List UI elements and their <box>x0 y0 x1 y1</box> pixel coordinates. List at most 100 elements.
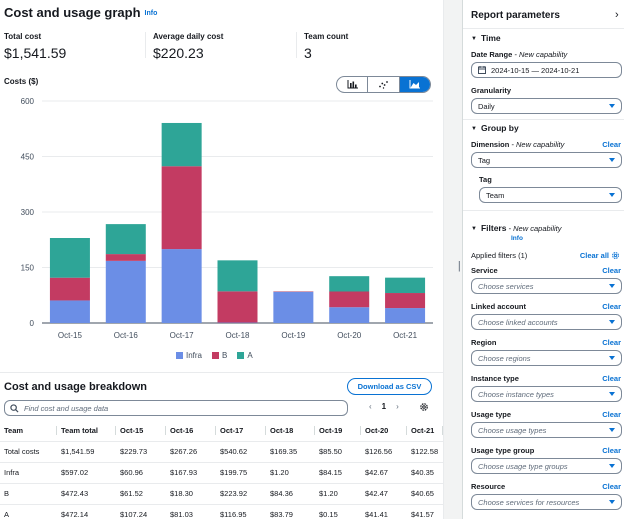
next-page-icon[interactable]: › <box>396 402 399 411</box>
column-header[interactable]: Team <box>0 420 57 442</box>
dimension-select[interactable]: Tag <box>471 152 622 168</box>
section-filters[interactable]: ▼ Filters - New capability <box>471 223 562 233</box>
dropdown-caret-icon <box>609 104 615 108</box>
legend-swatch <box>176 352 183 359</box>
filter-clear-service[interactable]: Clear <box>602 266 621 275</box>
bar-segment-a[interactable] <box>217 260 258 292</box>
search-input[interactable]: Find cost and usage data <box>4 400 348 416</box>
filter-clear-region[interactable]: Clear <box>602 338 621 347</box>
bar-segment-a[interactable] <box>105 224 146 255</box>
bar-segment-b[interactable] <box>385 293 426 309</box>
table-cell: $1.20 <box>266 462 315 484</box>
column-header[interactable]: Oct-18 <box>266 420 315 442</box>
y-tick-label: 450 <box>21 153 35 162</box>
dropdown-caret-icon <box>609 356 615 360</box>
tag-select[interactable]: Team <box>479 187 622 203</box>
column-header[interactable]: Oct-15 <box>116 420 166 442</box>
panel-gutter <box>443 0 455 519</box>
granularity-select[interactable]: Daily <box>471 98 622 114</box>
download-csv-button[interactable]: Download as CSV <box>347 378 432 395</box>
bar-segment-b[interactable] <box>329 291 370 308</box>
stacked-chart-icon[interactable] <box>399 77 430 92</box>
date-range-value: 2024-10-15 — 2024-10-21 <box>491 65 580 75</box>
legend-item-a[interactable]: A <box>237 351 253 360</box>
column-header[interactable]: Team total <box>57 420 116 442</box>
filter-select-instance-type[interactable]: Choose instance types <box>471 386 622 402</box>
report-parameters-panel: Report parameters › ▼ Time Date Range - N… <box>462 0 624 519</box>
bar-segment-b[interactable] <box>105 254 146 261</box>
bar-segment-infra[interactable] <box>49 300 90 323</box>
column-header[interactable]: Oct-20 <box>361 420 407 442</box>
gear-icon[interactable] <box>419 402 429 412</box>
table-cell: $84.15 <box>315 462 361 484</box>
filter-clear-instance-type[interactable]: Clear <box>602 374 621 383</box>
column-header[interactable]: Oct-17 <box>216 420 266 442</box>
filter-select-usage-type-group[interactable]: Choose usage type groups <box>471 458 622 474</box>
line-chart-icon[interactable] <box>368 77 400 92</box>
x-tick-label: Oct-20 <box>337 331 362 340</box>
bar-segment-a[interactable] <box>49 238 90 278</box>
bar-segment-infra[interactable] <box>105 260 146 323</box>
bar-segment-infra[interactable] <box>161 249 202 323</box>
filter-clear-linked-account[interactable]: Clear <box>602 302 621 311</box>
table-row: B $472.43 $61.52 $18.30 $223.92 $84.36 $… <box>0 483 443 505</box>
legend-label: B <box>222 351 228 360</box>
search-icon <box>10 403 19 413</box>
section-group-by[interactable]: ▼ Group by <box>471 123 519 133</box>
bar-chart-icon[interactable] <box>337 77 369 92</box>
bar-segment-b[interactable] <box>161 166 202 250</box>
legend-item-infra[interactable]: Infra <box>176 351 202 360</box>
legend-label: Infra <box>186 351 203 360</box>
dropdown-caret-icon <box>609 193 615 197</box>
table-cell: $267.26 <box>166 441 216 463</box>
filter-clear-resource[interactable]: Clear <box>602 482 621 491</box>
table-cell: $116.95 <box>216 504 266 519</box>
column-header[interactable]: Oct-21 <box>407 420 443 442</box>
filter-clear-usage-type[interactable]: Clear <box>602 410 621 419</box>
table-cell: $472.14 <box>57 504 116 519</box>
section-divider <box>0 372 443 373</box>
stat-value: $1,541.59 <box>4 45 67 61</box>
column-header[interactable]: Oct-19 <box>315 420 361 442</box>
bar-segment-b[interactable] <box>217 291 258 323</box>
filter-select-service[interactable]: Choose services <box>471 278 622 294</box>
current-page[interactable]: 1 <box>381 402 387 411</box>
bar-segment-b[interactable] <box>49 277 90 301</box>
filter-select-resource[interactable]: Choose services for resources <box>471 494 622 510</box>
stat-team-count: Team count 3 <box>304 32 348 61</box>
prev-page-icon[interactable]: ‹ <box>369 402 372 411</box>
x-tick-label: Oct-18 <box>225 331 250 340</box>
filters-info-link[interactable]: Info <box>511 235 523 242</box>
table-cell: $540.62 <box>216 441 266 463</box>
clear-all-link[interactable]: Clear all <box>579 251 609 260</box>
chart-type-toggle <box>336 76 431 93</box>
y-tick-label: 0 <box>30 319 35 328</box>
cost-chart: 0 150 300 450 600 Oct-15 Oct-16 Oct-17 Oct-18 Oct… <box>21 97 433 340</box>
filter-select-region[interactable]: Choose regions <box>471 350 622 366</box>
info-link[interactable]: Info <box>144 10 158 17</box>
chevron-right-icon[interactable]: › <box>615 9 619 21</box>
table-row: A $472.14 $107.24 $81.03 $116.95 $83.79 … <box>0 504 443 519</box>
bar-segment-infra[interactable] <box>273 291 314 323</box>
date-range-input[interactable]: 2024-10-15 — 2024-10-21 <box>471 62 622 78</box>
filter-select-usage-type[interactable]: Choose usage types <box>471 422 622 438</box>
panel-title: Report parameters <box>471 10 560 21</box>
bar-segment-infra[interactable] <box>329 307 370 323</box>
filter-clear-usage-type-group[interactable]: Clear <box>602 446 621 455</box>
bar-segment-a[interactable] <box>385 277 426 294</box>
table-cell: $42.47 <box>361 483 407 505</box>
filter-select-linked-account[interactable]: Choose linked accounts <box>471 314 622 330</box>
gear-icon[interactable] <box>611 251 620 260</box>
stat-divider <box>296 32 297 58</box>
bar-segment-infra[interactable] <box>385 308 426 323</box>
bar-segment-a[interactable] <box>329 276 370 292</box>
column-header[interactable]: Oct-16 <box>166 420 216 442</box>
legend-item-b[interactable]: B <box>212 351 227 360</box>
section-time[interactable]: ▼ Time <box>471 33 501 43</box>
bar-segment-a[interactable] <box>161 122 202 167</box>
table-cell: Infra <box>0 462 57 484</box>
dimension-clear-link[interactable]: Clear <box>602 140 621 149</box>
dropdown-caret-icon <box>609 428 615 432</box>
table-cell: $41.57 <box>407 504 443 519</box>
table-cell: $1.20 <box>315 483 361 505</box>
